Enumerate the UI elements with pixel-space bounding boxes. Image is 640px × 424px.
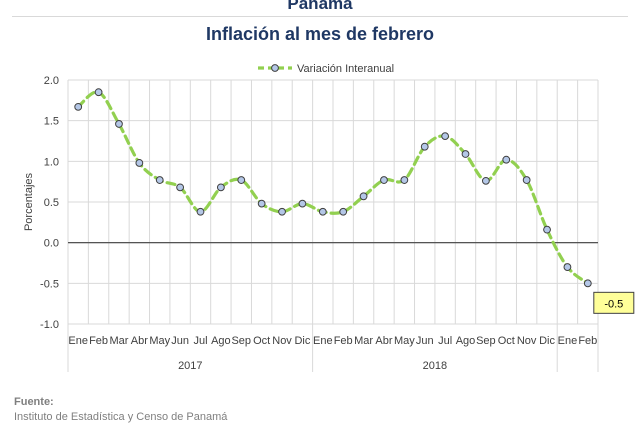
y-tick-label: -1.0 xyxy=(40,319,59,331)
data-point xyxy=(237,176,246,184)
x-tick-label: Feb xyxy=(89,335,108,347)
data-point xyxy=(155,176,164,184)
data-point xyxy=(176,183,185,192)
data-point xyxy=(563,263,572,271)
x-tick-label: Feb xyxy=(578,335,597,347)
data-point xyxy=(278,207,286,216)
x-tick-label: May xyxy=(149,335,170,347)
x-tick-label: Ene xyxy=(313,335,333,347)
x-tick-label: Abr xyxy=(131,335,148,347)
data-label-box xyxy=(593,291,635,314)
data-point xyxy=(74,102,83,111)
y-tick-label: -0.5 xyxy=(40,278,59,290)
legend: Variación Interanual xyxy=(258,63,394,75)
x-tick-label: Abr xyxy=(375,335,392,347)
y-tick-label: 1.5 xyxy=(44,116,59,128)
x-tick-label: Ene xyxy=(558,335,578,347)
data-point xyxy=(318,207,327,216)
y-axis-title: Porcentajes xyxy=(23,172,35,231)
x-tick-label: Jul xyxy=(193,335,207,347)
y-tick-label: 1.0 xyxy=(44,156,59,168)
x-tick-label: Nov xyxy=(517,335,537,347)
data-point xyxy=(461,150,470,158)
data-point xyxy=(359,192,368,201)
data-point xyxy=(400,176,409,184)
year-label: 2017 xyxy=(178,360,202,372)
y-tick-label: 0.0 xyxy=(44,238,59,250)
x-tick-label: Feb xyxy=(334,335,353,347)
x-tick-label: Jun xyxy=(416,335,434,347)
data-point xyxy=(196,207,205,216)
data-point xyxy=(94,88,103,97)
data-point xyxy=(380,176,388,184)
x-tick-label: Dic xyxy=(294,335,310,347)
x-tick-label: Nov xyxy=(272,335,292,347)
data-label: -0.5 xyxy=(604,298,623,310)
data-point xyxy=(522,176,531,184)
x-tick-label: Dic xyxy=(539,335,555,347)
chart-subtitle: Inflación al mes de febrero xyxy=(205,24,435,44)
data-point xyxy=(543,225,551,234)
source-label: Fuente: xyxy=(14,396,54,408)
x-tick-label: Jun xyxy=(171,335,189,347)
x-tick-label: Oct xyxy=(253,335,270,347)
x-tick-label: May xyxy=(394,335,415,347)
source-text: Instituto de Estadística y Censo de Pana… xyxy=(14,411,228,423)
x-tick-label: Sep xyxy=(476,335,496,347)
data-point xyxy=(216,183,225,192)
legend-marker xyxy=(271,64,279,72)
data-point xyxy=(502,155,511,164)
x-tick-label: Jul xyxy=(438,335,452,347)
data-point xyxy=(441,132,450,141)
legend-label: Variación Interanual xyxy=(297,63,394,75)
x-tick-label: Sep xyxy=(231,335,251,347)
data-point xyxy=(115,120,123,128)
series-points xyxy=(74,88,592,288)
x-tick-label: Ene xyxy=(68,335,88,347)
year-label: 2018 xyxy=(423,360,447,372)
y-tick-label: 0.5 xyxy=(44,197,59,209)
data-point xyxy=(257,199,266,208)
data-point xyxy=(420,142,429,151)
x-tick-label: Oct xyxy=(498,335,515,347)
x-tick-label: Mar xyxy=(109,335,128,347)
data-point xyxy=(583,279,592,288)
data-point xyxy=(298,199,307,208)
chart-title: Panamá xyxy=(287,0,353,13)
data-point xyxy=(135,159,144,167)
x-tick-label: Mar xyxy=(354,335,373,347)
data-point xyxy=(339,207,348,216)
data-point xyxy=(481,176,490,185)
x-tick-label: Ago xyxy=(456,335,476,347)
y-tick-label: 2.0 xyxy=(44,75,59,87)
grid xyxy=(67,79,599,325)
title-divider xyxy=(12,16,628,17)
x-tick-label: Ago xyxy=(211,335,231,347)
data-labels: -0.5 xyxy=(593,291,635,314)
